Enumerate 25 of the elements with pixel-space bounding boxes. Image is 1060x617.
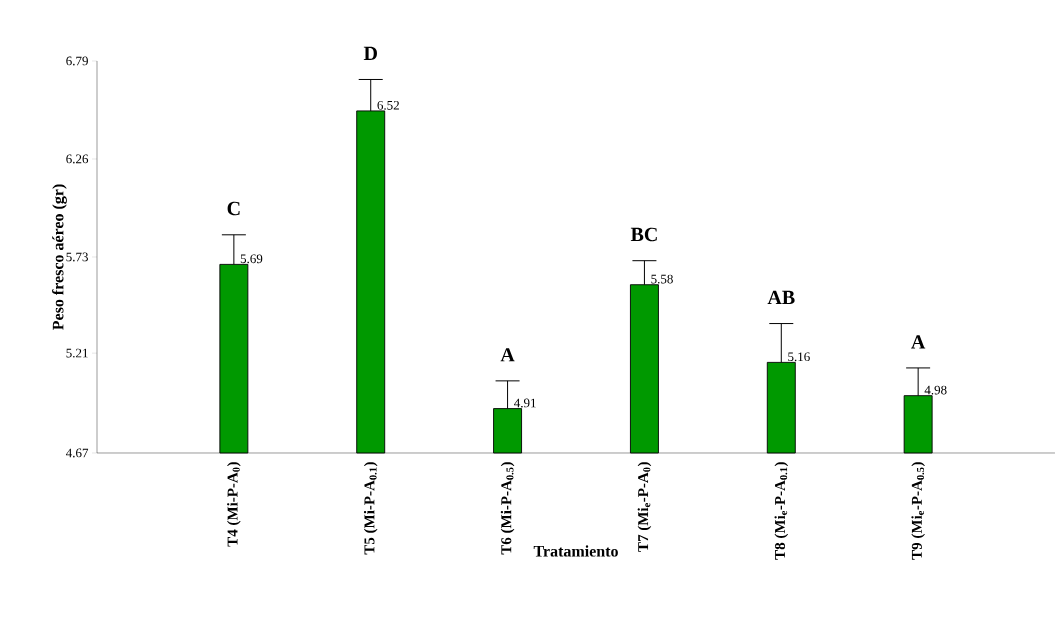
- data-label: 5.69: [240, 254, 263, 264]
- y-tick-label: 4.67: [65, 448, 89, 458]
- x-tick-label: T7 (Mi$_{e}$-P-A$_{0}$): [637, 462, 652, 552]
- x-tick-label: T6 (Mi-P-A$_{0.5}$): [500, 462, 515, 555]
- x-tick-label: T5 (Mi-P-A$_{0.1}$): [363, 462, 378, 555]
- data-label: 6.52: [377, 100, 399, 110]
- annotation: D: [363, 46, 377, 60]
- x-axis-title: Tratamiento: [533, 545, 618, 557]
- annotation: BC: [630, 227, 657, 242]
- annotation: C: [227, 201, 240, 216]
- y-tick-label: 5.73: [66, 252, 88, 262]
- y-axis-title: Peso fresco aéreo (gr): [52, 184, 67, 330]
- x-tick-label: T4 (Mi-P-A$_{0}$): [227, 462, 241, 547]
- data-label: 5.16: [788, 352, 810, 362]
- annotation: A: [500, 348, 515, 362]
- annotation: A: [911, 335, 926, 349]
- annotation: AB: [767, 290, 795, 305]
- y-tick-label: 6.26: [66, 154, 89, 164]
- y-tick-label: 6.79: [66, 56, 88, 66]
- x-tick-label: T8 (Mi$_{e}$-P-A$_{0.1}$): [774, 462, 789, 560]
- data-label: 4.98: [924, 385, 947, 395]
- x-tick-label: T9 (Mi$_{e}$-P-A$_{0.5}$): [911, 462, 925, 560]
- data-label: 4.91: [514, 398, 536, 408]
- data-label: 5.58: [651, 274, 673, 284]
- y-tick-label: 5.21: [66, 348, 88, 358]
